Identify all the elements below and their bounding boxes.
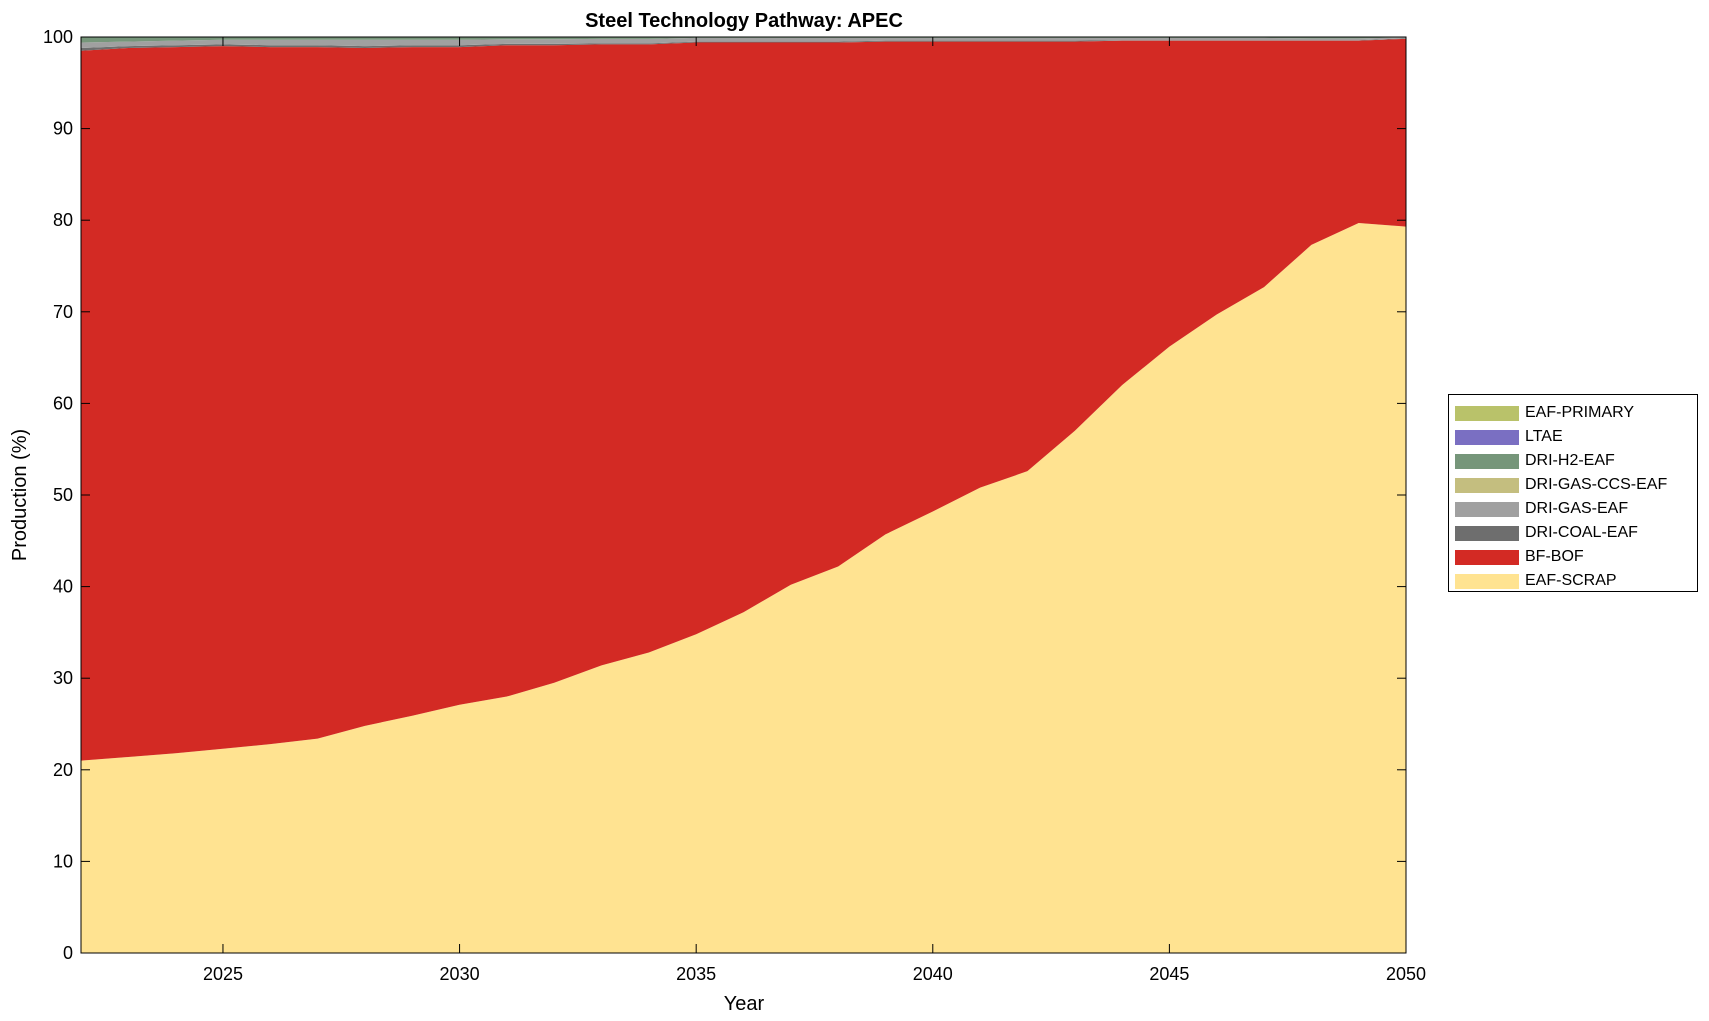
- x-tick-label: 2040: [913, 964, 953, 984]
- legend-label: DRI-COAL-EAF: [1525, 524, 1638, 541]
- legend-label: DRI-GAS-EAF: [1525, 500, 1629, 517]
- y-tick-label: 40: [53, 577, 73, 597]
- y-tick-label: 90: [53, 119, 73, 139]
- legend-item-dri-coal-eaf: DRI-COAL-EAF: [1455, 524, 1638, 542]
- chart-title: Steel Technology Pathway: APEC: [585, 10, 903, 32]
- legend-swatch: [1455, 549, 1519, 565]
- x-axis: 2025 2030 2035 2040 2045 2050: [203, 37, 1426, 984]
- legend-label: LTAE: [1525, 428, 1563, 445]
- legend-item-eaf-primary: EAF-PRIMARY: [1455, 404, 1634, 422]
- area-bf-bof: [81, 38, 1406, 761]
- y-axis: 0 10 20 30 40 50 60 70 80 90 100: [43, 27, 1406, 963]
- y-tick-label: 100: [43, 27, 73, 47]
- legend-item-dri-gas-eaf: DRI-GAS-EAF: [1455, 500, 1628, 518]
- y-tick-label: 20: [53, 760, 73, 780]
- x-tick-label: 2025: [203, 964, 243, 984]
- y-tick-label: 70: [53, 302, 73, 322]
- y-tick-label: 30: [53, 668, 73, 688]
- y-axis-label: Production (%): [9, 429, 31, 561]
- legend-swatch: [1455, 453, 1519, 469]
- legend-swatch: [1455, 573, 1519, 589]
- y-tick-label: 0: [63, 943, 73, 963]
- legend-swatch: [1455, 429, 1519, 445]
- legend: EAF-PRIMARY LTAE DRI-H2-EAF DRI-GAS-CCS-EAF…: [1448, 394, 1698, 592]
- legend-swatch: [1455, 405, 1519, 421]
- y-tick-label: 80: [53, 210, 73, 230]
- legend-swatch: [1455, 525, 1519, 541]
- legend-item-dri-gas-ccs-eaf: DRI-GAS-CCS-EAF: [1455, 476, 1667, 494]
- area-dri-coal-eaf: [81, 38, 1406, 51]
- area-layers: [81, 37, 1406, 953]
- y-tick-label: 10: [53, 851, 73, 871]
- legend-item-bf-bof: BF-BOF: [1455, 548, 1584, 566]
- legend-label: DRI-H2-EAF: [1525, 452, 1615, 469]
- legend-item-eaf-scrap: EAF-SCRAP: [1455, 572, 1617, 590]
- x-tick-label: 2045: [1149, 964, 1189, 984]
- y-tick-label: 50: [53, 485, 73, 505]
- legend-item-dri-h2-eaf: DRI-H2-EAF: [1455, 452, 1615, 470]
- x-axis-label: Year: [724, 993, 765, 1015]
- y-tick-label: 60: [53, 393, 73, 413]
- area-dri-h2-eaf: [81, 37, 1406, 43]
- x-tick-label: 2030: [440, 964, 480, 984]
- legend-label: DRI-GAS-CCS-EAF: [1525, 476, 1668, 493]
- legend-label: BF-BOF: [1525, 548, 1584, 565]
- legend-label: EAF-SCRAP: [1525, 572, 1617, 589]
- legend-label: EAF-PRIMARY: [1525, 404, 1635, 421]
- legend-swatch: [1455, 501, 1519, 517]
- area-eaf-scrap: [81, 222, 1406, 953]
- legend-swatch: [1455, 477, 1519, 493]
- legend-item-ltae: LTAE: [1455, 428, 1563, 446]
- x-tick-label: 2035: [676, 964, 716, 984]
- area-dri-gas-eaf: [81, 37, 1406, 48]
- x-tick-label: 2050: [1386, 964, 1426, 984]
